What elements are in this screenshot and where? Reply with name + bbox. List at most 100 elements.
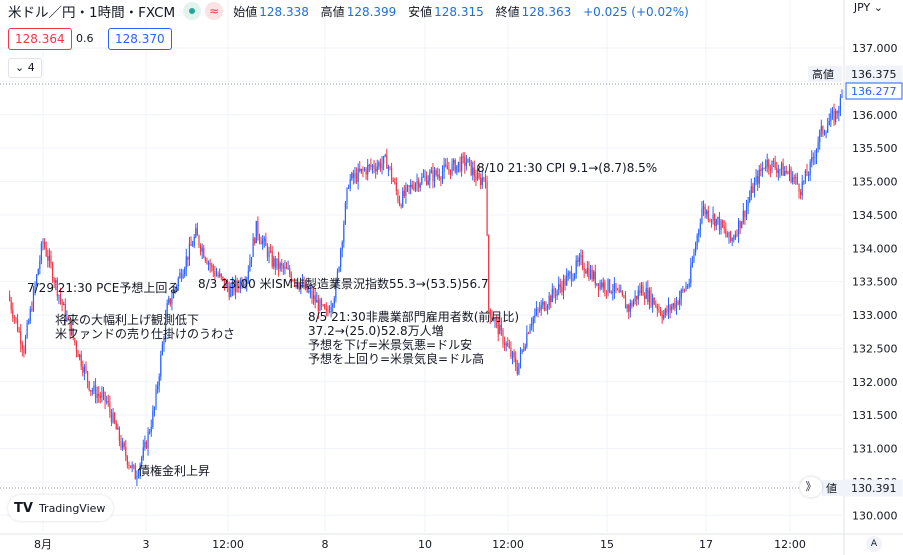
candle-body	[577, 260, 579, 263]
currency-label: JPY	[853, 1, 871, 14]
candle-body	[403, 190, 405, 196]
candle-body	[593, 271, 595, 280]
candle-body	[327, 309, 329, 312]
candle-body	[839, 97, 842, 111]
candle-body	[430, 170, 432, 174]
candle-body	[503, 343, 506, 346]
candle-body	[91, 390, 93, 392]
candle-body	[114, 413, 116, 423]
y-tick-label: 131.000	[852, 443, 898, 456]
candle-body	[260, 240, 262, 245]
candle-body	[344, 202, 347, 224]
candle-body	[831, 110, 834, 114]
candle-body	[793, 177, 795, 179]
candle-body	[779, 169, 781, 171]
candle-body	[262, 240, 264, 245]
candle-body	[28, 321, 30, 324]
candle-body	[798, 184, 800, 192]
candle-body	[594, 271, 596, 285]
symbol-title[interactable]: 米ドル／円・1時間・FXCM	[8, 5, 176, 21]
tradingview-logo[interactable]: TV TradingView	[8, 495, 114, 521]
candle-body	[161, 344, 163, 355]
chevron-down-icon: ⌄	[15, 61, 28, 74]
chart-annotation: 米ファンドの売り仕掛けのうわさ	[55, 326, 235, 341]
close-value: 128.363	[521, 4, 572, 19]
candle-body	[578, 257, 580, 263]
candle-body	[836, 110, 838, 114]
candle-body	[807, 174, 810, 176]
candle-body	[833, 110, 835, 122]
candle-body	[99, 395, 101, 398]
candle-body	[293, 280, 296, 284]
candle-body	[158, 376, 160, 386]
candle-body	[317, 300, 319, 311]
price-tag-label-bg	[808, 66, 842, 82]
indicators-toggle[interactable]: ⌄ 4	[8, 58, 42, 78]
candle-body	[526, 333, 528, 347]
x-tick-label: 15	[600, 538, 614, 551]
candle-body	[182, 274, 184, 279]
candle-body	[556, 290, 558, 297]
candle-body	[820, 126, 822, 131]
candle-body	[281, 263, 283, 266]
y-tick-label: 132.500	[852, 342, 898, 355]
candle-body	[542, 301, 544, 305]
candle-body	[179, 272, 181, 279]
candle-body	[747, 201, 749, 207]
currency-selector[interactable]: JPY ⌄	[854, 1, 883, 14]
candle-body	[112, 413, 114, 423]
candle-body	[811, 157, 813, 162]
candle-body	[548, 295, 550, 306]
auto-scale-button[interactable]: A	[866, 536, 882, 552]
candle-body	[164, 317, 167, 339]
candle-body	[725, 228, 727, 235]
candle-body	[198, 235, 200, 246]
candle-body	[507, 343, 509, 347]
candle-body	[745, 206, 748, 218]
candle-body	[601, 282, 603, 288]
chart-annotation: 将来の大幅利上げ観測低下	[55, 312, 199, 327]
candle-body	[228, 287, 230, 297]
candle-body	[174, 288, 176, 291]
candle-body	[352, 173, 354, 179]
candle-body	[67, 317, 70, 320]
candle-body	[569, 272, 571, 274]
candle-body	[496, 319, 498, 321]
candle-body	[561, 286, 563, 293]
candle-body	[639, 290, 641, 293]
candle-body	[354, 173, 356, 179]
candle-body	[234, 280, 237, 293]
candle-body	[77, 351, 79, 358]
candle-body	[550, 295, 552, 303]
scroll-to-realtime-button[interactable]: 》	[800, 477, 822, 497]
candle-body	[258, 235, 261, 241]
candle-body	[177, 278, 179, 287]
change-value: +0.025 (+0.02%)	[583, 4, 689, 19]
candle-body	[223, 278, 226, 288]
candle-body	[704, 206, 706, 215]
candle-body	[367, 165, 369, 175]
candle-body	[585, 271, 587, 274]
candle-body	[287, 268, 289, 270]
buy-button[interactable]: 128.370	[108, 28, 172, 50]
sell-button[interactable]: 128.364	[8, 28, 72, 50]
candle-body	[69, 319, 71, 335]
candle-body	[212, 265, 214, 271]
candle-body	[468, 158, 471, 161]
candle-body	[53, 280, 55, 283]
candle-body	[74, 338, 76, 343]
candle-body	[207, 262, 210, 264]
candle-body	[817, 142, 819, 150]
candle-body	[129, 465, 132, 468]
candle-body	[12, 309, 14, 318]
candle-body	[540, 304, 542, 311]
candle-body	[29, 308, 31, 322]
candle-body	[414, 183, 417, 190]
candle-body	[93, 385, 95, 391]
candle-body	[421, 177, 423, 184]
candle-body	[379, 162, 382, 169]
candle-body	[338, 267, 340, 272]
candle-body	[214, 270, 216, 276]
candle-body	[634, 295, 636, 302]
